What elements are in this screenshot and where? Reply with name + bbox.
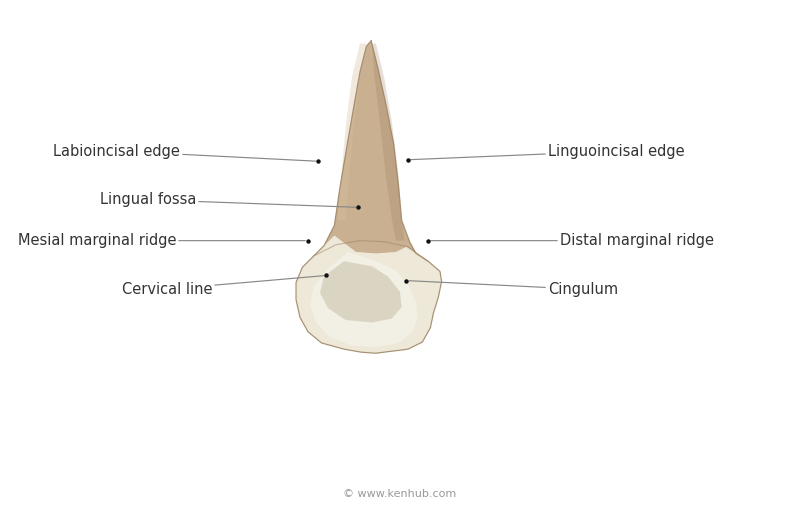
- Text: Distal marginal ridge: Distal marginal ridge: [430, 233, 714, 248]
- Polygon shape: [296, 41, 442, 353]
- Text: KEN: KEN: [702, 441, 733, 455]
- Text: Linguoincisal edge: Linguoincisal edge: [410, 143, 685, 160]
- Text: Cervical line: Cervical line: [122, 275, 324, 297]
- Polygon shape: [320, 261, 402, 323]
- Polygon shape: [296, 236, 442, 353]
- Text: Labioincisal edge: Labioincisal edge: [53, 143, 316, 161]
- Text: Cingulum: Cingulum: [409, 281, 618, 297]
- Text: Lingual fossa: Lingual fossa: [100, 192, 356, 207]
- Text: © www.kenhub.com: © www.kenhub.com: [343, 489, 457, 499]
- Polygon shape: [310, 252, 418, 347]
- Text: HUB: HUB: [702, 464, 734, 478]
- Polygon shape: [372, 44, 405, 241]
- Text: Mesial marginal ridge: Mesial marginal ridge: [18, 233, 306, 248]
- Polygon shape: [338, 44, 366, 220]
